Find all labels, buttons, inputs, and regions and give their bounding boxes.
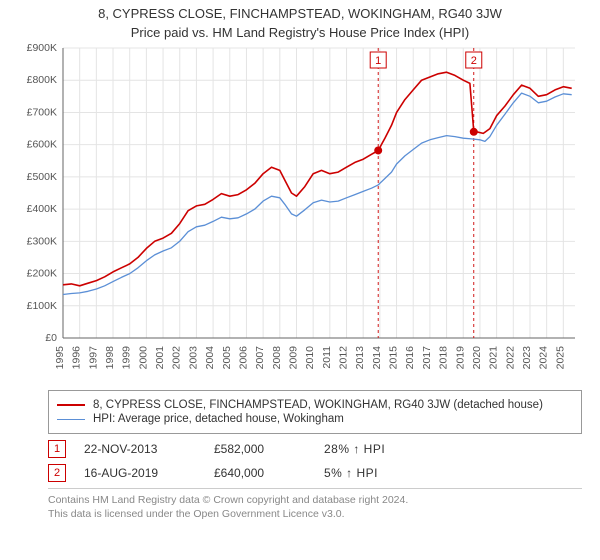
- svg-text:£900K: £900K: [27, 42, 57, 54]
- svg-text:2017: 2017: [421, 346, 433, 370]
- svg-text:2020: 2020: [471, 346, 483, 370]
- footer-line2: This data is licensed under the Open Gov…: [48, 507, 582, 521]
- svg-text:£0: £0: [45, 332, 57, 344]
- svg-text:1996: 1996: [71, 346, 83, 370]
- svg-text:2018: 2018: [438, 346, 450, 370]
- svg-text:1: 1: [375, 55, 381, 67]
- svg-text:2000: 2000: [137, 346, 149, 370]
- svg-text:2007: 2007: [254, 346, 266, 370]
- event-badge: 1: [48, 440, 66, 458]
- svg-text:2002: 2002: [171, 346, 183, 370]
- legend-item: 8, CYPRESS CLOSE, FINCHAMPSTEAD, WOKINGH…: [57, 399, 573, 411]
- svg-text:2019: 2019: [454, 346, 466, 370]
- svg-text:2014: 2014: [371, 346, 383, 370]
- svg-text:2003: 2003: [187, 346, 199, 370]
- svg-text:1995: 1995: [54, 346, 66, 370]
- event-pct: 28% ↑ HPI: [324, 442, 444, 456]
- svg-text:£400K: £400K: [27, 203, 57, 215]
- svg-text:2005: 2005: [221, 346, 233, 370]
- title-line1: 8, CYPRESS CLOSE, FINCHAMPSTEAD, WOKINGH…: [0, 6, 600, 21]
- svg-text:2009: 2009: [287, 346, 299, 370]
- svg-text:2010: 2010: [304, 346, 316, 370]
- chart-svg: £0 £100K £200K £300K £400K £500K £600K £700K £80…: [15, 42, 585, 382]
- svg-text:£300K: £300K: [27, 235, 57, 247]
- svg-text:£800K: £800K: [27, 74, 57, 86]
- sale-event-row: 1 22-NOV-2013£582,00028% ↑ HPI: [48, 440, 582, 458]
- event-badge: 2: [48, 464, 66, 482]
- svg-text:2012: 2012: [338, 346, 350, 370]
- title-line2: Price paid vs. HM Land Registry's House …: [0, 25, 600, 40]
- sale-event-row: 2 16-AUG-2019£640,0005% ↑ HPI: [48, 464, 582, 482]
- svg-text:2021: 2021: [488, 346, 500, 370]
- svg-text:2008: 2008: [271, 346, 283, 370]
- event-price: £582,000: [214, 442, 324, 456]
- svg-text:2023: 2023: [521, 346, 533, 370]
- svg-text:£200K: £200K: [27, 268, 57, 280]
- chart: £0 £100K £200K £300K £400K £500K £600K £700K £80…: [15, 42, 585, 382]
- event-pct: 5% ↑ HPI: [324, 466, 444, 480]
- svg-text:2001: 2001: [154, 346, 166, 370]
- legend-label: HPI: Average price, detached house, Woki…: [93, 413, 344, 425]
- svg-text:1999: 1999: [121, 346, 133, 370]
- svg-text:2004: 2004: [204, 346, 216, 370]
- svg-text:£500K: £500K: [27, 171, 57, 183]
- svg-text:£700K: £700K: [27, 106, 57, 118]
- svg-text:2011: 2011: [321, 346, 333, 369]
- svg-text:2006: 2006: [237, 346, 249, 370]
- svg-text:2: 2: [471, 55, 477, 67]
- title-block: 8, CYPRESS CLOSE, FINCHAMPSTEAD, WOKINGH…: [0, 0, 600, 42]
- event-date: 22-NOV-2013: [84, 442, 214, 456]
- svg-text:£100K: £100K: [27, 300, 57, 312]
- svg-text:2025: 2025: [554, 346, 566, 370]
- svg-text:1997: 1997: [87, 346, 99, 370]
- footer: Contains HM Land Registry data © Crown c…: [48, 488, 582, 521]
- svg-text:£600K: £600K: [27, 139, 57, 151]
- footer-line1: Contains HM Land Registry data © Crown c…: [48, 493, 582, 507]
- event-date: 16-AUG-2019: [84, 466, 214, 480]
- figure-container: 8, CYPRESS CLOSE, FINCHAMPSTEAD, WOKINGH…: [0, 0, 600, 521]
- svg-text:2015: 2015: [388, 346, 400, 370]
- sale-events: 1 22-NOV-2013£582,00028% ↑ HPI 2 16-AUG-201…: [48, 440, 582, 482]
- svg-text:2016: 2016: [404, 346, 416, 370]
- legend: 8, CYPRESS CLOSE, FINCHAMPSTEAD, WOKINGH…: [48, 390, 582, 434]
- event-price: £640,000: [214, 466, 324, 480]
- svg-text:2022: 2022: [504, 346, 516, 370]
- svg-text:1998: 1998: [104, 346, 116, 370]
- svg-text:2013: 2013: [354, 346, 366, 370]
- legend-swatch: [57, 404, 85, 406]
- legend-item: HPI: Average price, detached house, Woki…: [57, 413, 573, 425]
- legend-label: 8, CYPRESS CLOSE, FINCHAMPSTEAD, WOKINGH…: [93, 399, 543, 411]
- legend-swatch: [57, 419, 85, 420]
- svg-text:2024: 2024: [538, 346, 550, 370]
